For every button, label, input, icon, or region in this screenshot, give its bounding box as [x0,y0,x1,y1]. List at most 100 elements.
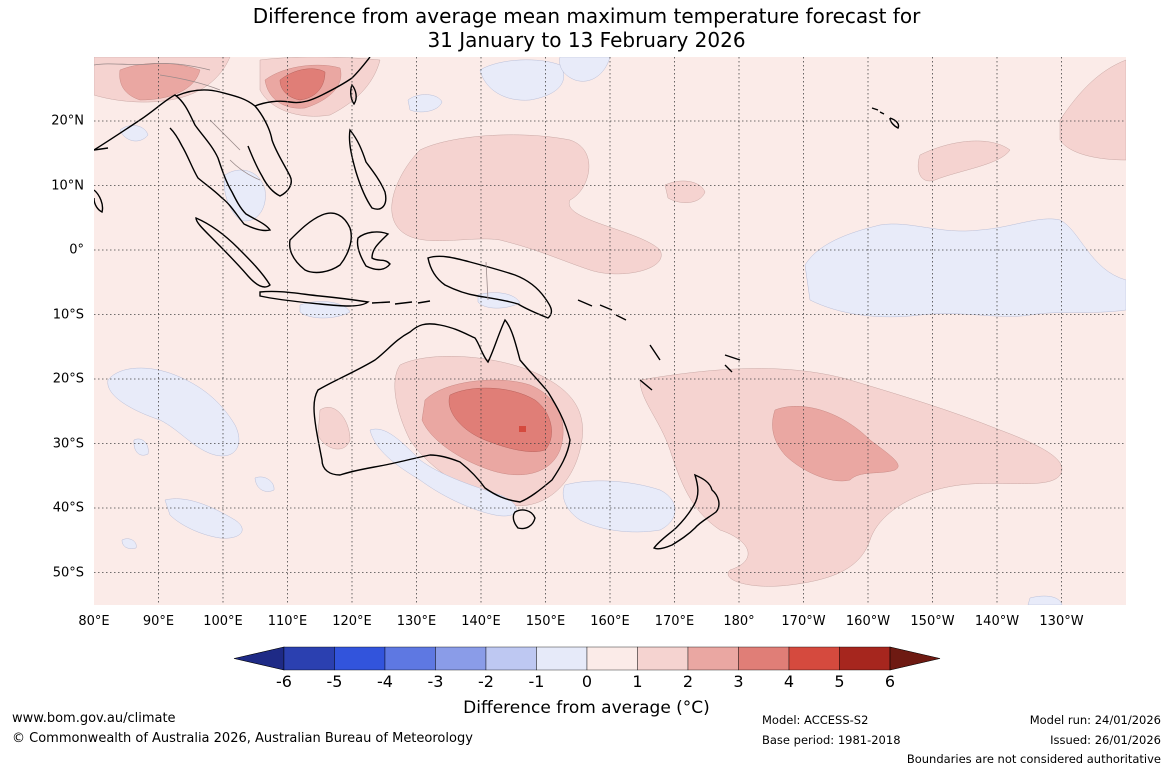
longitude-label: 120°E [332,614,372,629]
hawaii-coastline [871,107,900,129]
anomaly-region-hot [519,426,526,432]
longitude-label: 80°E [78,614,110,629]
longitude-label: 90°E [142,614,175,629]
anomaly-region-cool [559,57,611,82]
pacific-islands [577,299,741,391]
anomaly-region-warm [917,140,1011,182]
latitude-label: 40°S [52,500,84,516]
title-line-2: 31 January to 13 February 2026 [427,28,746,52]
country-borders [94,62,489,301]
anomaly-region-cool [369,428,517,517]
boundaries-disclaimer: Boundaries are not considered authoritat… [906,752,1161,766]
latitude-label: 10°S [52,307,84,322]
anomaly-region-warm [317,407,351,450]
anomaly-region-warm [664,180,706,203]
colorbar-label: Difference from average (°C) [463,698,710,718]
latitude-label: 30°S [52,436,84,451]
colorbar-tick-label: 0 [581,672,593,691]
colorbar-swatch [738,646,790,671]
new-zealand-coastline [652,473,720,550]
australia-coastline [313,318,571,503]
philippines-coastline [348,128,387,210]
anomaly-region-cool [1027,595,1063,605]
anomaly-region-cool [479,59,564,101]
colorbar-swatch [839,646,891,671]
longitude-label: 150°E [525,614,566,629]
colorbar-tick-label: 6 [884,672,896,691]
longitude-label: 180° [723,614,755,629]
lesser-sunda-islands [371,300,431,305]
longitude-label: 170°W [781,614,826,629]
colorbar-tick-label: -4 [377,672,393,691]
longitude-label: 100°E [203,614,243,629]
longitude-label: 140°W [974,614,1020,629]
issued-date: Issued: 26/01/2026 [1050,733,1161,747]
colorbar-swatch [586,646,638,671]
colorbar-swatch [334,646,386,671]
colorbar-tick-label: -2 [478,672,494,691]
anomaly-region-cool [562,480,676,533]
anomaly-region-cool [164,498,243,539]
taiwan-coastline [349,83,357,106]
colorbar-extend-high [889,646,941,671]
java-coastline [259,290,370,307]
anomaly-region-hot [448,387,552,452]
latitude-label: 50°S [52,565,84,580]
anomaly-region-cool [121,538,137,549]
sulawesi-coastline [356,231,391,271]
colorbar-tick-label: 1 [632,672,643,691]
latitude-label: 10°N [51,178,84,193]
latitude-label: 0° [69,242,84,258]
latitude-label: 20°S [52,371,84,387]
anomaly-region-cool [133,438,149,456]
anomaly-region-cool [804,218,1126,318]
anomaly-region-warm [391,134,662,275]
model-run-date: Model run: 24/01/2026 [1029,713,1161,727]
longitude-label: 160°E [590,614,630,629]
latitude-label: 20°N [51,113,84,129]
anomaly-region-cool [107,367,240,457]
sumatra-coastline [195,216,271,288]
anomaly-region-cool [477,292,521,309]
anomaly-region-cool [254,476,275,492]
longitude-label: 150°W [910,614,955,629]
colorbar-swatch [485,646,537,671]
longitude-label: 160°W [845,614,891,629]
new-guinea-coastline [427,255,553,319]
colorbar-swatch [687,646,739,671]
india-coastline [94,147,109,214]
colorbar-tick-label: -5 [326,672,343,691]
colorbar-swatch [788,646,840,671]
copyright-text: © Commonwealth of Australia 2026, Austra… [12,731,473,746]
longitude-label: 130°W [1039,614,1084,629]
model-name: Model: ACCESS-S2 [762,713,869,727]
colorbar-tick-label: 4 [783,672,795,691]
colorbar-extend-low [233,646,285,671]
colorbar-tick-label: -6 [276,672,292,691]
anomaly-region-warm [1059,59,1126,161]
coastlines [94,57,900,550]
anomaly-region-cool [224,169,266,222]
colorbar-swatch [435,646,487,671]
anomaly-region-cool [407,94,443,113]
anomaly-region-hot [279,68,326,101]
longitude-label: 170°E [654,614,695,629]
website-link[interactable]: www.bom.gov.au/climate [12,711,176,726]
colorbar-tick-label: -1 [528,672,545,691]
colorbar [233,646,941,671]
tasmania-coastline [512,509,536,530]
borneo-coastline [288,212,352,274]
graticule [94,57,1126,605]
colorbar-swatch [637,646,689,671]
colorbar-tick-label: 3 [733,672,744,691]
colorbar-swatch [283,646,335,671]
colorbar-tick-label: 2 [682,672,694,691]
longitude-label: 140°E [461,614,501,629]
asia-mainland-coastline [94,57,371,232]
colorbar-tick-label: -3 [427,672,444,691]
longitude-label: 110°E [267,614,308,629]
base-period: Base period: 1981-2018 [762,733,901,747]
colorbar-swatch [536,646,588,671]
colorbar-tick-label: 5 [834,672,845,691]
